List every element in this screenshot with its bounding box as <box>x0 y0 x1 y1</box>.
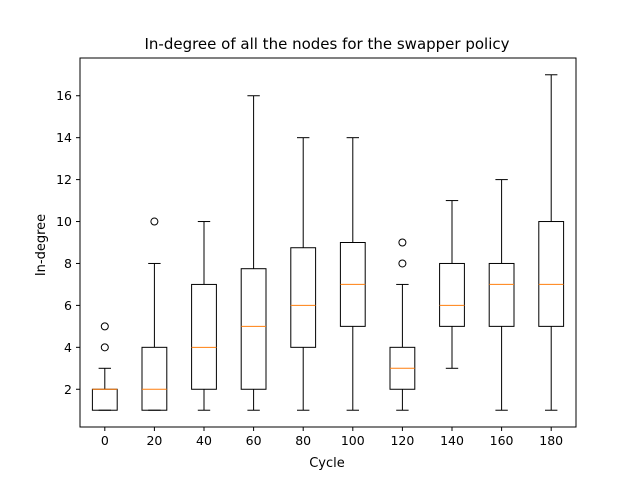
outlier-point <box>398 259 407 268</box>
chart-title: In-degree of all the nodes for the swapp… <box>144 35 509 53</box>
x-tick-label: 20 <box>146 433 162 448</box>
y-tick-label: 8 <box>64 256 72 271</box>
x-tick-label: 120 <box>390 433 414 448</box>
x-tick-label: 60 <box>246 433 262 448</box>
axes-frame <box>79 57 577 428</box>
x-tick-label: 40 <box>196 433 212 448</box>
y-tick-label: 6 <box>64 298 72 313</box>
y-tick-label: 16 <box>56 88 72 103</box>
box-iqr <box>538 221 565 327</box>
y-tick-label: 14 <box>56 130 72 145</box>
x-tick-label: 160 <box>490 433 514 448</box>
box-iqr <box>141 346 168 411</box>
box-iqr <box>290 247 317 348</box>
y-tick-label: 12 <box>56 172 72 187</box>
x-tick-label: 80 <box>295 433 311 448</box>
x-axis-label: Cycle <box>309 456 345 471</box>
outlier-point <box>100 343 109 352</box>
outlier-point <box>398 238 407 247</box>
y-tick-label: 4 <box>64 340 72 355</box>
box-iqr <box>191 283 217 390</box>
outlier-point <box>150 217 159 226</box>
x-tick-label: 0 <box>101 433 109 448</box>
x-tick-label: 100 <box>341 433 365 448</box>
x-tick-label: 140 <box>440 433 464 448</box>
box-iqr <box>439 262 465 327</box>
box-iqr <box>91 388 118 411</box>
y-tick-label: 10 <box>56 214 72 229</box>
y-tick-label: 2 <box>64 382 72 397</box>
box-iqr <box>488 262 515 327</box>
x-tick-label: 180 <box>539 433 563 448</box>
outlier-point <box>100 322 109 331</box>
box-iqr <box>240 268 267 390</box>
y-axis-label: In-degree <box>34 214 49 276</box>
